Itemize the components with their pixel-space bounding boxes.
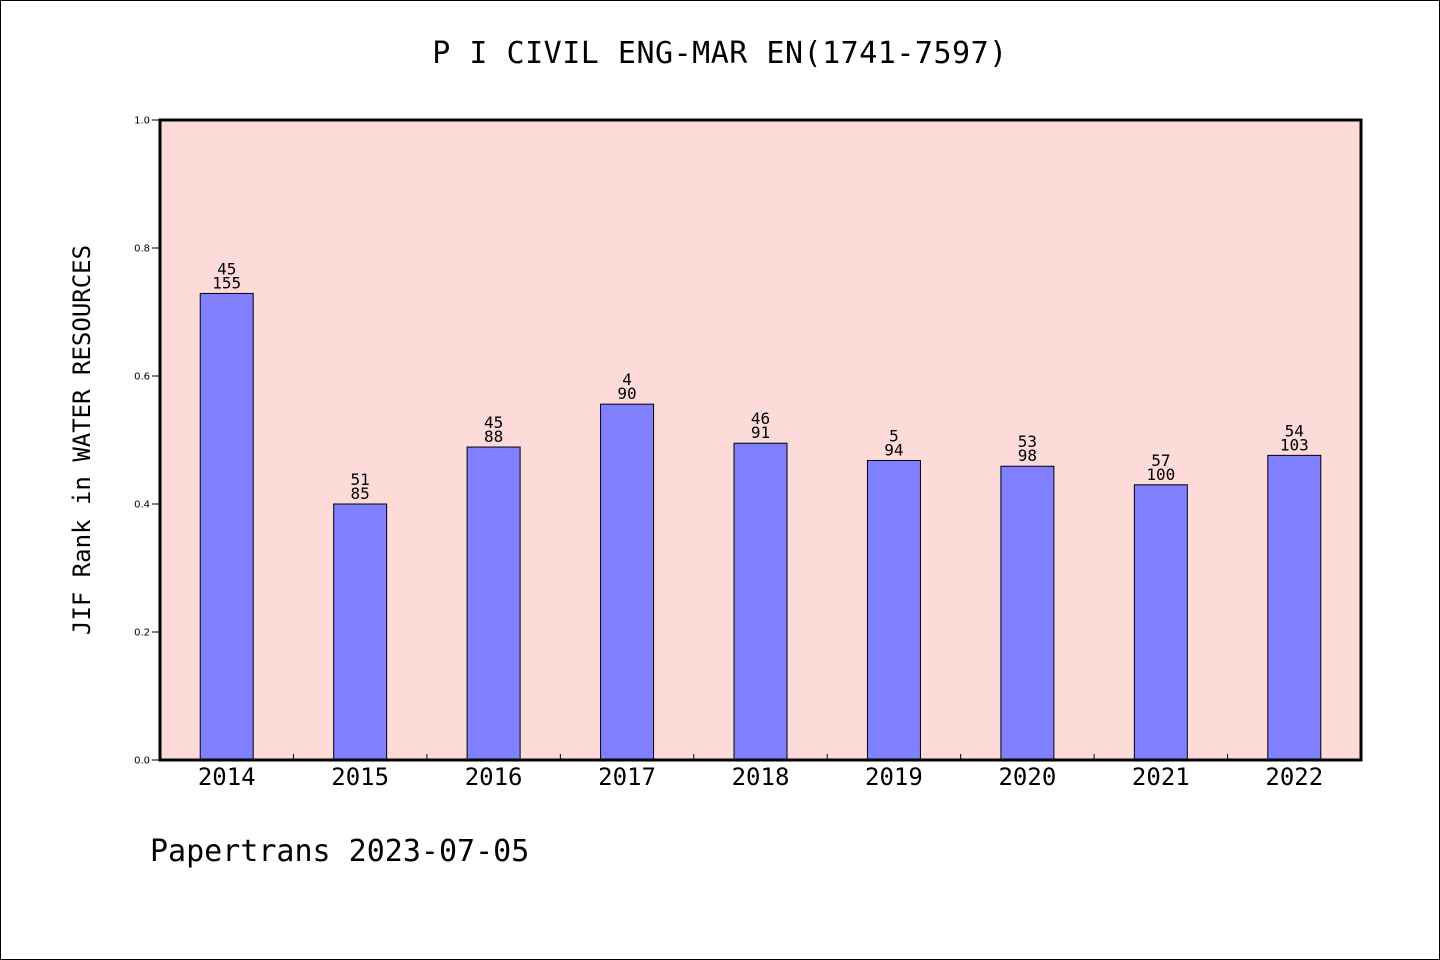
x-category-label: 2017 (598, 763, 656, 791)
data-label-rank: 51 (351, 470, 370, 489)
data-label-total: 98 (1018, 446, 1037, 465)
watermark-text: Papertrans 2023-07-05 (150, 834, 530, 869)
x-category-label: 2016 (465, 763, 523, 791)
bar-2021 (1133, 484, 1188, 761)
data-label-total: 103 (1280, 435, 1309, 454)
data-label-rank: 45 (217, 259, 236, 278)
y-tick-label: 0.6 (134, 372, 150, 383)
y-tick-label: 0.2 (134, 628, 150, 639)
bar-2020 (1000, 465, 1055, 761)
data-label-rank: 45 (484, 413, 503, 432)
y-axis-title: JIF Rank in WATER RESOURCES (68, 245, 96, 635)
data-label-total: 94 (884, 440, 903, 459)
data-label-total: 88 (484, 427, 503, 446)
data-label-rank: 57 (1151, 451, 1170, 470)
y-tick-label: 0.4 (134, 500, 150, 511)
bar-2014 (199, 292, 254, 761)
x-category-label: 2015 (331, 763, 389, 791)
plot-border (158, 118, 1363, 762)
data-label-total: 85 (351, 484, 370, 503)
data-label-rank: 5 (889, 426, 899, 445)
data-label-total: 100 (1146, 465, 1175, 484)
data-label-total: 155 (212, 273, 241, 292)
x-category-label: 2014 (198, 763, 256, 791)
bar-2017 (600, 403, 655, 761)
bar-2019 (866, 459, 921, 761)
x-category-label: 2021 (1132, 763, 1190, 791)
data-label-rank: 54 (1285, 421, 1304, 440)
x-category-label: 2019 (865, 763, 923, 791)
chart-title: P I CIVIL ENG-MAR EN(1741-7597) (432, 36, 1008, 71)
data-label-rank: 4 (622, 370, 632, 389)
bar-2016 (466, 446, 521, 761)
bar-2018 (733, 442, 788, 761)
data-label-total: 91 (751, 423, 770, 442)
x-category-label: 2018 (732, 763, 790, 791)
data-label-rank: 46 (751, 409, 770, 428)
data-label-total: 90 (617, 384, 636, 403)
data-label-rank: 53 (1018, 432, 1037, 451)
bars-group (199, 292, 1322, 761)
x-category-label: 2022 (1265, 763, 1323, 791)
y-tick-label: 0.8 (134, 244, 150, 255)
bar-2015 (333, 503, 388, 761)
y-tick-label: 1.0 (134, 116, 150, 127)
labels-group: 0.00.20.40.60.81.02014451552015518520164… (134, 116, 1323, 792)
x-category-label: 2020 (998, 763, 1056, 791)
bar-2022 (1267, 454, 1322, 761)
y-tick-label: 0.0 (134, 756, 150, 767)
